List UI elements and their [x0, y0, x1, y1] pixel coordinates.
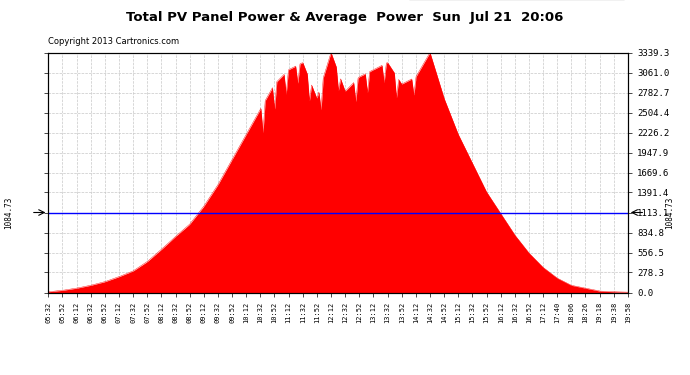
Text: Total PV Panel Power & Average  Power  Sun  Jul 21  20:06: Total PV Panel Power & Average Power Sun…	[126, 11, 564, 24]
Text: 1084.73: 1084.73	[666, 196, 675, 229]
Text: Copyright 2013 Cartronics.com: Copyright 2013 Cartronics.com	[48, 38, 179, 46]
Text: 1084.73: 1084.73	[5, 196, 14, 229]
